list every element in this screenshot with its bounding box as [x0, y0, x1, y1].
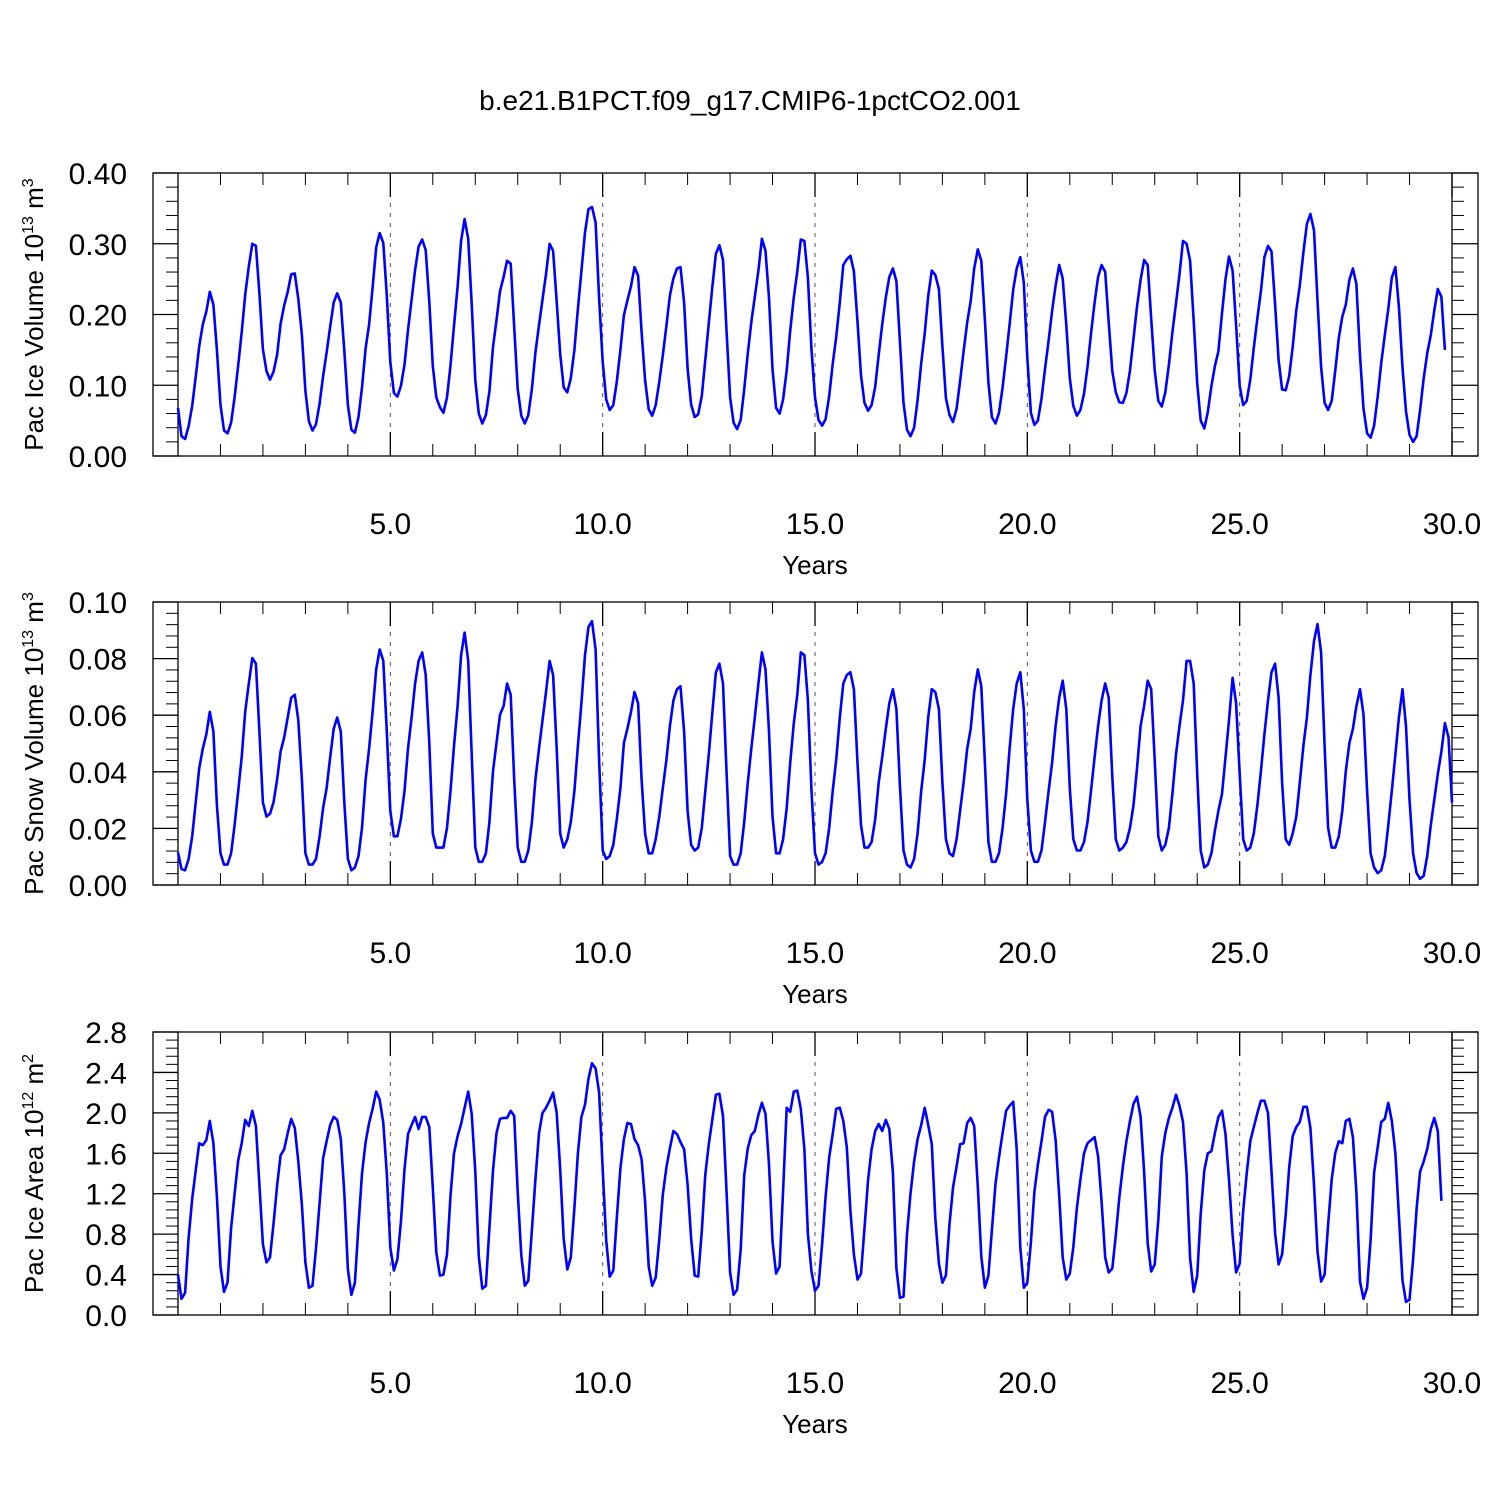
- y-axis-title-superscript: 3: [20, 592, 37, 601]
- x-tick-label: 25.0: [1210, 937, 1268, 970]
- y-tick-label: 1.2: [85, 1179, 127, 1212]
- y-axis-title-part: Pac Ice Volume 10: [19, 234, 49, 451]
- y-tick-label: 0.04: [69, 757, 127, 790]
- y-axis-title-part: Pac Ice Area 10: [19, 1110, 49, 1294]
- y-tick-label: 0.30: [69, 229, 127, 262]
- y-tick-label: 1.6: [85, 1138, 127, 1171]
- x-tick-label: 20.0: [998, 937, 1056, 970]
- y-axis-title-superscript: 2: [20, 1054, 37, 1063]
- x-axis-title: Years: [782, 979, 848, 1009]
- y-axis-title-superscript: 3: [20, 178, 37, 187]
- panel-1: 0.00 0.10 0.20 0.30 0.40 5.0 10.0 15.0 20.0 25.0 3…: [19, 158, 1481, 580]
- y-tick-label: 0.0: [85, 1300, 127, 1333]
- series-line: [176, 1062, 1443, 1304]
- y-axis-title-superscript: 13: [20, 630, 37, 648]
- y-tick-label: 0.00: [69, 870, 127, 903]
- y-axis-title: Pac Ice Volume 1013 m3: [19, 178, 49, 451]
- y-tick-label: 0.02: [69, 813, 127, 846]
- x-tick-label: 5.0: [369, 1367, 411, 1400]
- x-tick-label: 15.0: [786, 508, 844, 541]
- x-axis-title: Years: [782, 1409, 848, 1439]
- series-line: [176, 205, 1447, 444]
- y-axis-title-part: m: [19, 1063, 49, 1092]
- y-tick-label: 2.8: [85, 1017, 127, 1050]
- x-tick-label: 5.0: [369, 508, 411, 541]
- y-tick-label: 0.4: [85, 1260, 127, 1293]
- y-axis-title-part: m: [19, 187, 49, 216]
- x-tick-label: 5.0: [369, 937, 411, 970]
- y-tick-label: 0.40: [69, 158, 127, 191]
- x-axis-title: Years: [782, 550, 848, 580]
- x-tick-label: 30.0: [1423, 1367, 1481, 1400]
- y-tick-label: 0.20: [69, 300, 127, 333]
- y-tick-label: 0.06: [69, 700, 127, 733]
- x-tick-label: 20.0: [998, 508, 1056, 541]
- series-line: [176, 619, 1454, 881]
- y-axis-title-part: Pac Snow Volume 10: [19, 648, 49, 895]
- y-tick-label: 2.4: [85, 1057, 127, 1090]
- y-axis-title: Pac Snow Volume 1013 m3: [19, 592, 49, 895]
- y-tick-label: 0.8: [85, 1219, 127, 1252]
- x-tick-label: 30.0: [1423, 937, 1481, 970]
- figure-title: b.e21.B1PCT.f09_g17.CMIP6-1pctCO2.001: [479, 85, 1021, 116]
- x-tick-label: 30.0: [1423, 508, 1481, 541]
- y-tick-label: 2.0: [85, 1098, 127, 1131]
- panels: 0.000.100.200.300.405.0 10.0 15.0 20.0 25.0 3…: [19, 158, 1481, 1439]
- y-axis-title-superscript: 12: [20, 1092, 37, 1110]
- panel-3: 0.0 0.4 0.8 1.2 1.6 2.0 2.4 2.8 5.0 10.0 15.0 20.0 2…: [19, 1017, 1481, 1439]
- x-tick-label: 10.0: [573, 937, 631, 970]
- y-axis-title: Pac Ice Area 1012 m2: [19, 1054, 49, 1293]
- y-axis-title-superscript: 13: [20, 216, 37, 234]
- x-tick-label: 10.0: [573, 1367, 631, 1400]
- y-tick-label: 0.10: [69, 370, 127, 403]
- x-tick-label: 15.0: [786, 1367, 844, 1400]
- y-tick-label: 0.10: [69, 587, 127, 620]
- x-tick-label: 10.0: [573, 508, 631, 541]
- x-tick-label: 20.0: [998, 1367, 1056, 1400]
- panel-2: 0.00 0.02 0.04 0.06 0.08 0.10 5.0 10.0 15.0 20.0 2…: [19, 587, 1481, 1009]
- y-axis-title-part: m: [19, 601, 49, 630]
- y-tick-label: 0.00: [69, 441, 127, 474]
- x-tick-label: 25.0: [1210, 1367, 1268, 1400]
- x-tick-label: 25.0: [1210, 508, 1268, 541]
- y-tick-label: 0.08: [69, 644, 127, 677]
- x-tick-label: 15.0: [786, 937, 844, 970]
